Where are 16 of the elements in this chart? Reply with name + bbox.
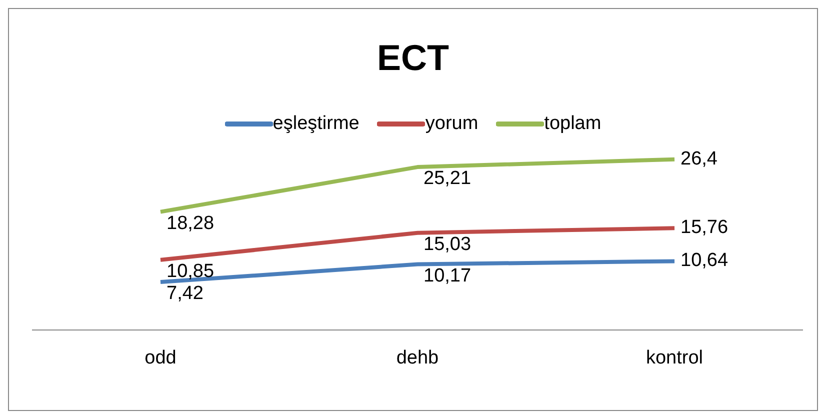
data-label: 26,4 <box>680 148 718 170</box>
data-label: 7,42 <box>166 283 204 304</box>
x-tick-label: kontrol <box>646 347 704 368</box>
x-tick-label: dehb <box>396 347 439 368</box>
legend-label: toplam <box>544 113 602 135</box>
legend-label: yorum <box>425 113 478 135</box>
data-label: 10,64 <box>680 250 728 272</box>
data-label: 18,28 <box>166 212 214 234</box>
data-label: 10,17 <box>424 265 472 286</box>
x-tick-label: odd <box>144 347 176 368</box>
legend-label: eşleştirme <box>272 113 360 135</box>
data-label: 25,21 <box>424 168 472 190</box>
data-label: 15,03 <box>424 234 472 255</box>
chart-title: ECT <box>376 37 450 79</box>
data-label: 15,76 <box>680 217 728 238</box>
data-label: 10,85 <box>166 260 214 282</box>
